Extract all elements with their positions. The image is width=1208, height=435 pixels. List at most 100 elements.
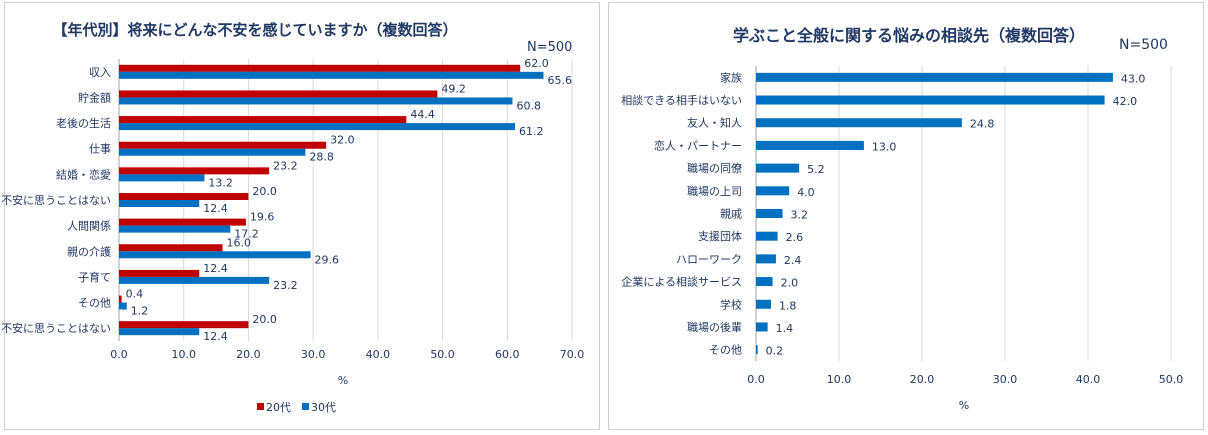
data-label: 62.0	[524, 57, 549, 70]
x-tick-label: 10.0	[827, 373, 852, 386]
data-label: 20.0	[252, 313, 277, 326]
bar-20代-2	[119, 116, 407, 124]
legend-swatch-30代	[302, 403, 309, 410]
x-tick-label: 10.0	[171, 348, 196, 361]
x-tick-label: 70.0	[560, 348, 585, 361]
data-label: 42.0	[1113, 95, 1138, 108]
bar-30代-2	[119, 123, 516, 131]
sample-size-label: N=500	[527, 40, 572, 55]
bar-20代-10	[119, 321, 249, 329]
category-label: 結婚・恋愛	[56, 167, 111, 181]
data-label: 20.0	[252, 185, 277, 198]
category-label: 老後の生活	[56, 116, 111, 130]
bar-6	[756, 209, 783, 218]
bar-11	[756, 322, 768, 332]
data-label: 3.2	[791, 209, 809, 222]
data-label: 29.6	[315, 253, 340, 266]
category-label: その他	[709, 344, 742, 357]
bar-30代-9	[119, 302, 127, 310]
x-tick-label: 0.0	[747, 373, 765, 386]
bar-20代-9	[119, 295, 122, 303]
bar-20代-1	[119, 90, 438, 98]
category-label: 貯金額	[78, 90, 111, 104]
data-label: 12.4	[203, 330, 228, 343]
data-label: 4.0	[797, 186, 815, 199]
chart-title: 【年代別】将来にどんな不安を感じていますか（複数回答）	[52, 21, 457, 39]
category-label: 友人・知人	[687, 116, 742, 130]
bar-20代-8	[119, 269, 200, 277]
x-tick-label: 50.0	[1159, 373, 1184, 386]
data-label: 2.6	[786, 231, 804, 244]
x-axis-label: %	[338, 374, 348, 387]
data-label: 12.4	[203, 202, 228, 215]
bar-20代-6	[119, 218, 246, 226]
bar-30代-10	[119, 328, 200, 336]
category-label: 収入	[89, 66, 111, 79]
data-label: 24.8	[970, 118, 995, 131]
bar-20代-7	[119, 244, 223, 252]
x-tick-label: 0.0	[110, 348, 128, 361]
chart-title: 学ぶこと全般に関する悩みの相談先（複数回答）	[733, 26, 1085, 45]
x-tick-label: 30.0	[301, 348, 326, 361]
bar-10	[756, 299, 771, 309]
data-label: 61.2	[519, 125, 544, 138]
legend-swatch-20代	[257, 403, 264, 410]
chart-age-anxiety: 【年代別】将来にどんな不安を感じていますか（複数回答） N=500 0.0 10.…	[1, 21, 585, 414]
x-tick-label: 60.0	[495, 348, 520, 361]
data-label: 1.8	[779, 299, 797, 312]
category-label: 企業による相談サービス	[621, 275, 742, 289]
x-axis-label: %	[959, 399, 969, 412]
bar-1	[756, 95, 1105, 105]
data-label: 13.0	[872, 140, 897, 153]
bar-5	[756, 186, 790, 196]
category-label: 職場の同僚	[687, 162, 742, 175]
data-label: 1.2	[131, 305, 149, 318]
data-label: 43.0	[1121, 72, 1146, 85]
x-tick-label: 30.0	[993, 373, 1018, 386]
bar-30代-8	[119, 276, 270, 284]
category-label: その他	[78, 297, 111, 310]
x-tick-label: 50.0	[430, 348, 455, 361]
chart-panel-consultation: 学ぶこと全般に関する悩みの相談先（複数回答） N=500 0.0 10.0 20.0…	[608, 2, 1204, 430]
bar-20代-4	[119, 167, 270, 175]
data-label: 23.2	[273, 159, 298, 172]
data-label: 0.2	[766, 345, 784, 358]
category-label: 家族	[720, 70, 742, 84]
bar-30代-0	[119, 71, 544, 79]
category-label: 相談できる相手はいない	[621, 93, 742, 107]
category-label: 支援団体	[698, 229, 742, 243]
category-label: 恋人・パートナー	[654, 138, 742, 152]
legend-label: 30代	[311, 401, 336, 414]
data-label: 49.2	[441, 82, 466, 95]
category-label: 学校	[720, 297, 742, 311]
bar-3	[756, 140, 864, 150]
data-label: 1.4	[776, 322, 794, 335]
data-label: 32.0	[330, 134, 355, 147]
legend: 20代 30代	[257, 401, 336, 414]
bar-30代-3	[119, 148, 306, 156]
category-label: ハローワーク	[676, 253, 742, 266]
x-tick-label: 40.0	[366, 348, 391, 361]
category-label: 職場の後輩	[687, 320, 742, 334]
chart-consultation: 学ぶこと全般に関する悩みの相談先（複数回答） N=500 0.0 10.0 20.0…	[621, 26, 1184, 412]
bar-8	[756, 254, 776, 264]
bar-4	[756, 163, 800, 173]
category-label: 職場の上司	[687, 185, 742, 198]
category-label: 親戚	[720, 208, 742, 221]
bar-30代-5	[119, 200, 200, 207]
sample-size-label: N=500	[1119, 37, 1168, 53]
data-label: 2.4	[784, 254, 802, 267]
x-tick-label: 20.0	[910, 373, 935, 386]
legend-label: 20代	[266, 401, 291, 414]
data-label: 2.0	[781, 277, 799, 290]
data-label: 17.2	[234, 228, 259, 241]
category-label: 仕事	[89, 143, 111, 156]
data-label: 16.0	[227, 236, 252, 249]
bar-20代-0	[119, 64, 521, 72]
category-label: 不安に思うことはない	[1, 321, 111, 335]
data-label: 12.4	[203, 262, 228, 275]
bar-7	[756, 231, 778, 241]
x-tick-label: 40.0	[1076, 373, 1101, 386]
bar-12	[756, 345, 758, 355]
data-label: 60.8	[516, 99, 541, 112]
